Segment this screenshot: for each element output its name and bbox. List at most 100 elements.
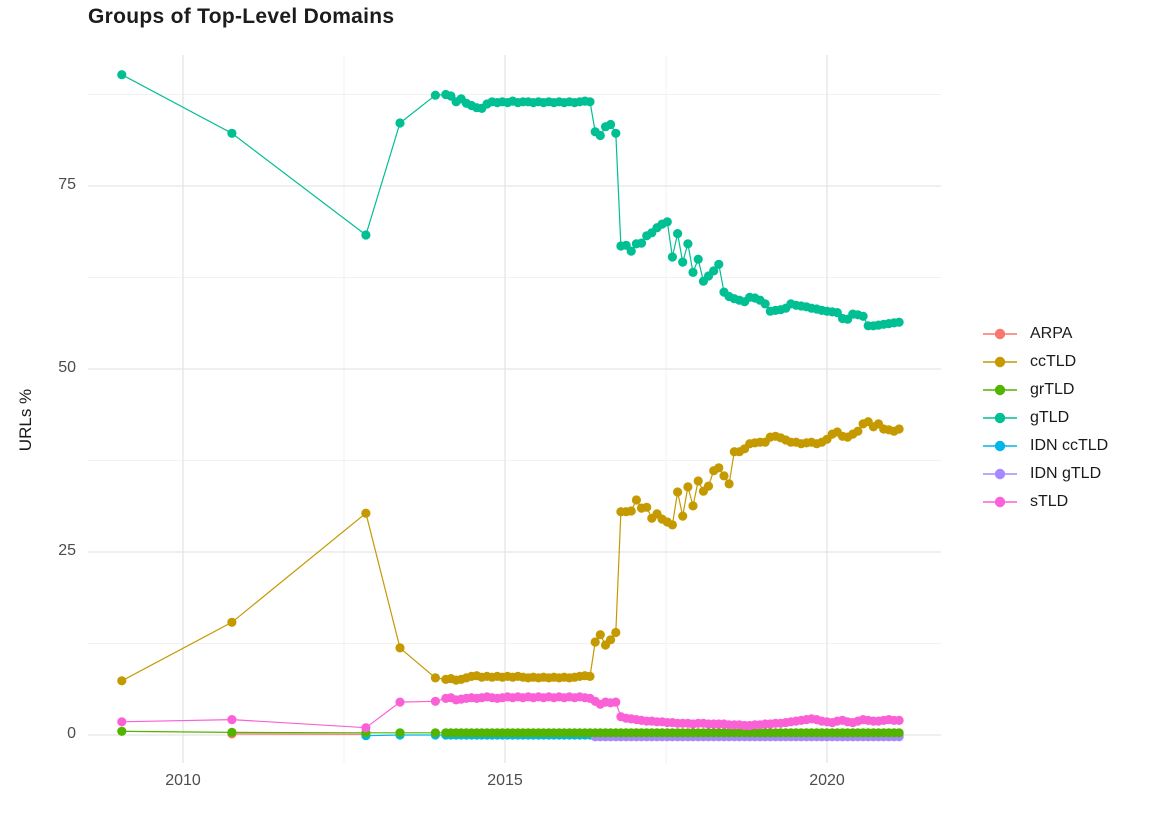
data-point [894,715,904,726]
legend-item-label: ARPA [1030,325,1073,342]
data-point [858,311,868,321]
data-point [719,471,729,481]
data-point [585,671,595,682]
data-point [626,506,636,516]
x-tick-label: 2015 [487,772,523,789]
legend-item-gtld: gTLD [982,404,1108,432]
x-tick-label: 2010 [165,772,201,789]
data-point [678,511,688,521]
data-point [683,482,693,492]
series-cctld [117,417,904,686]
data-point [430,673,440,683]
data-point [611,697,621,707]
data-point [683,239,693,249]
data-point [227,128,237,138]
data-point [227,617,237,627]
data-point [117,70,127,80]
data-point [678,257,688,267]
data-point [585,97,595,107]
data-point [361,230,371,240]
data-point [667,520,678,530]
legend-key-icon [983,328,1017,340]
legend-item-label: grTLD [1030,381,1075,398]
series-arpa [227,729,371,739]
data-point [227,715,237,725]
data-point [703,481,714,491]
data-point [714,259,724,269]
data-point [688,267,698,277]
data-point [724,479,734,489]
data-point [673,487,683,497]
data-point [395,118,405,128]
legend-item-label: IDN gTLD [1030,465,1102,482]
data-point [853,426,863,436]
y-tick-label: 0 [67,725,76,742]
legend-item-label: ccTLD [1030,353,1077,370]
legend: ARPA ccTLD grTLD gTLD IDN ccTLD IDN gTLD sTLD [982,320,1108,516]
data-point [595,630,605,640]
data-point [117,717,127,727]
y-tick-label: 75 [58,176,76,193]
data-point [688,501,698,511]
data-point [894,317,904,327]
legend-item-grtld: grTLD [982,376,1108,404]
legend-item-idn-cctld: IDN ccTLD [982,432,1108,460]
legend-key-icon [983,384,1017,396]
y-axis-title: URLs % [16,388,35,452]
legend-key-icon [983,412,1017,424]
chart-title: Groups of Top-Level Domains [88,5,395,28]
series-grtld [117,726,904,738]
data-point [595,130,605,141]
legend-key-icon [983,496,1017,508]
legend-item-label: gTLD [1030,409,1070,426]
data-point [395,643,405,653]
data-point [662,217,672,227]
data-point [606,119,616,130]
data-point [430,696,440,706]
legend-item-label: sTLD [1030,493,1069,510]
data-point [709,266,719,276]
legend-item-stld: sTLD [982,488,1108,516]
data-point [395,728,405,738]
data-point [636,238,647,248]
data-point [227,727,237,738]
data-point [894,728,904,738]
data-point [361,723,371,733]
data-point [667,252,678,262]
data-point [693,476,703,486]
data-point [117,726,127,736]
data-point [760,299,770,309]
series-stld [117,692,904,733]
data-point [714,463,724,473]
y-tick-label: 25 [58,542,76,559]
data-point [693,254,703,264]
legend-item-arpa: ARPA [982,320,1108,348]
data-point [894,424,904,434]
data-point [832,308,842,318]
data-point [673,229,683,239]
data-point [117,676,127,686]
y-tick-label: 50 [58,359,76,376]
data-point [395,697,405,707]
data-point [611,128,621,138]
legend-item-label: IDN ccTLD [1030,437,1109,454]
data-point [361,508,371,518]
legend-key-icon [983,468,1017,480]
data-point [590,637,600,647]
data-point [430,90,440,100]
data-point [626,246,636,256]
series-gtld [117,70,904,331]
legend-key-icon [983,440,1017,452]
x-tick-label: 2020 [809,772,845,789]
legend-key-icon [983,356,1017,368]
legend-item-cctld: ccTLD [982,348,1108,376]
data-point [611,627,621,638]
data-point [631,495,642,505]
data-point [606,635,616,645]
data-point [642,502,652,512]
data-point [430,728,440,738]
series-line [121,74,900,327]
legend-item-idn-gtld: IDN gTLD [982,460,1108,488]
